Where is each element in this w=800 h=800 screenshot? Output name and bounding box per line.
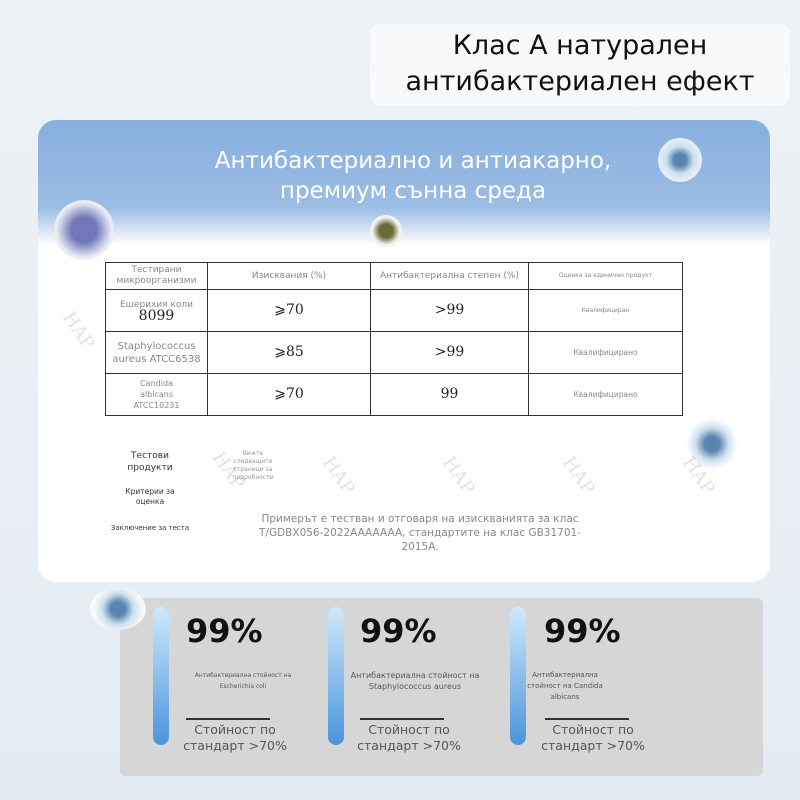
watermark: HAP [318, 452, 359, 499]
table-header-row: Тестирани микроорганизми Изисквания (%) … [105, 262, 683, 290]
info-card: Антибактериално и антиакарно, премиум съ… [38, 120, 770, 582]
header-cell: Тестирани микроорганизми [105, 262, 208, 290]
stat-standard: Стойност по стандарт >70% [183, 722, 287, 753]
result-cell: Квалифициран [528, 289, 683, 332]
card-title-line2: премиум сънна среда [279, 178, 547, 204]
virus-icon [686, 418, 738, 470]
divider [360, 718, 444, 720]
divider [545, 718, 629, 720]
see-pages-note: Вижте следващите страници за подробности [232, 450, 274, 481]
stat-description: Антибактериална стойност на Candida albi… [527, 671, 603, 701]
organism-cell: Candida albicans ATCC10231 [105, 373, 208, 416]
conclusion-label: Заключение за теста [110, 524, 190, 532]
stat-value: 99% [360, 612, 437, 650]
header-cell: Антибактериална степен (%) [370, 262, 529, 290]
test-results-table: Тестирани микроорганизми Изисквания (%) … [105, 262, 683, 416]
headline-box: Клас А натурален антибактериален ефект [370, 24, 790, 106]
stat-standard: Стойност по стандарт >70% [357, 722, 461, 753]
header-cell: Изисквания (%) [207, 262, 371, 290]
stat-standard: Стойност по стандарт >70% [541, 722, 645, 753]
table-row: Ешерихия коли 8099 ⩾70 >99 Квалифициран [105, 289, 683, 332]
stats-panel: 99% Антибактериална стойност на Escheric… [90, 588, 763, 776]
card-band [38, 120, 770, 245]
level-bar [153, 607, 169, 745]
requirement-cell: ⩾70 [207, 373, 371, 416]
result-cell: Квалифицирано [528, 373, 683, 416]
stat-value: 99% [186, 612, 263, 650]
degree-cell: >99 [370, 331, 529, 374]
conclusion-text: Примерът е тестван и отговаря на изисква… [259, 513, 581, 553]
requirement-cell: ⩾70 [207, 289, 371, 332]
watermark: HAP [438, 452, 479, 499]
card-title-line1: Антибактериално и антиакарно, [214, 148, 612, 174]
watermark: HAP [558, 452, 599, 499]
organism-cell: Ешерихия коли 8099 [105, 289, 208, 332]
level-bar [510, 607, 526, 745]
stat-description: Антибактериална стойност на Staphylococc… [350, 671, 480, 691]
criteria-label: Критерии за оценка [125, 487, 175, 506]
capsule-icon [54, 200, 114, 260]
header-cell: Оценка за единичен продукт [528, 262, 683, 290]
degree-cell: 99 [370, 373, 529, 416]
virus-icon [658, 138, 702, 182]
table-row: Candida albicans ATCC10231 ⩾70 99 Квалиф… [105, 373, 683, 416]
degree-cell: >99 [370, 289, 529, 332]
organism-code: 8099 [138, 307, 175, 324]
headline-line2: антибактериален ефект [405, 66, 755, 97]
organism-name: Ешерихия коли [119, 299, 193, 310]
result-cell: Квалифицирано [528, 331, 683, 374]
table-row: Staphylococcus aureus ATCC6538 ⩾85 >99 К… [105, 331, 683, 374]
stat-description: Антибактериална стойност на Escherichia … [194, 672, 292, 690]
requirement-cell: ⩾85 [207, 331, 371, 374]
stat-value: 99% [544, 612, 621, 650]
organism-cell: Staphylococcus aureus ATCC6538 [105, 331, 208, 374]
bacteria-icon [370, 215, 402, 247]
watermark: HAP [58, 307, 99, 354]
level-bar [328, 607, 344, 745]
virus-icon [90, 588, 146, 630]
headline-line1: Клас А натурален [452, 30, 708, 61]
products-label: Тестови продукти [127, 451, 173, 473]
card-title: Антибактериално и антиакарно, премиум съ… [138, 146, 688, 206]
divider [186, 718, 270, 720]
